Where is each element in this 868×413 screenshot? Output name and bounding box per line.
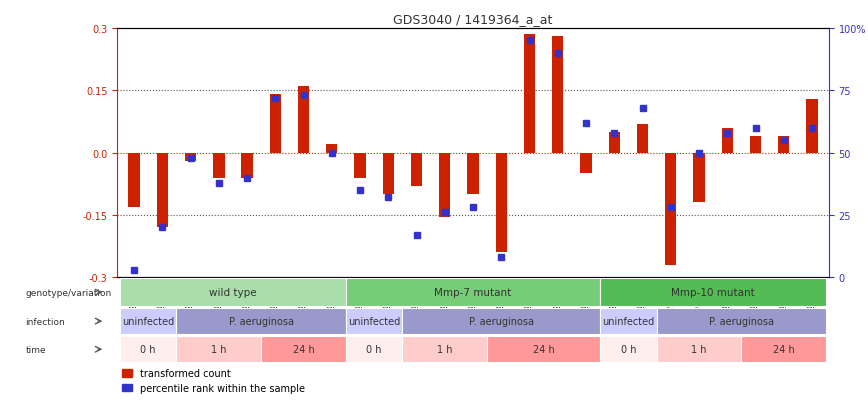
- Text: 1 h: 1 h: [437, 344, 452, 354]
- FancyBboxPatch shape: [261, 337, 346, 362]
- FancyBboxPatch shape: [346, 279, 600, 306]
- Bar: [778, 137, 789, 153]
- FancyBboxPatch shape: [403, 337, 487, 362]
- Bar: [608, 133, 620, 153]
- Text: Mmp-10 mutant: Mmp-10 mutant: [671, 287, 755, 297]
- Bar: [128, 153, 140, 207]
- FancyBboxPatch shape: [657, 337, 741, 362]
- FancyBboxPatch shape: [600, 279, 826, 306]
- Bar: [157, 153, 168, 228]
- FancyBboxPatch shape: [741, 337, 826, 362]
- FancyBboxPatch shape: [657, 309, 826, 334]
- FancyBboxPatch shape: [346, 309, 403, 334]
- Bar: [637, 124, 648, 153]
- Text: genotype/variation: genotype/variation: [25, 288, 112, 297]
- Text: Mmp-7 mutant: Mmp-7 mutant: [435, 287, 511, 297]
- Text: uninfected: uninfected: [348, 316, 400, 326]
- Bar: [270, 95, 281, 153]
- FancyBboxPatch shape: [120, 309, 176, 334]
- Bar: [552, 37, 563, 153]
- FancyBboxPatch shape: [176, 337, 261, 362]
- Bar: [750, 137, 761, 153]
- Bar: [467, 153, 479, 195]
- Bar: [326, 145, 338, 153]
- FancyBboxPatch shape: [120, 337, 176, 362]
- Bar: [665, 153, 676, 265]
- Text: uninfected: uninfected: [602, 316, 654, 326]
- Bar: [185, 153, 196, 161]
- Text: 0 h: 0 h: [141, 344, 156, 354]
- Text: time: time: [25, 345, 46, 354]
- Text: 24 h: 24 h: [293, 344, 314, 354]
- Text: 1 h: 1 h: [691, 344, 707, 354]
- Text: 1 h: 1 h: [211, 344, 227, 354]
- Text: 24 h: 24 h: [773, 344, 794, 354]
- Bar: [721, 128, 733, 153]
- Legend: transformed count, percentile rank within the sample: transformed count, percentile rank withi…: [122, 368, 305, 393]
- Bar: [496, 153, 507, 253]
- Text: 24 h: 24 h: [533, 344, 555, 354]
- Bar: [214, 153, 225, 178]
- Bar: [439, 153, 450, 218]
- Text: 0 h: 0 h: [366, 344, 382, 354]
- FancyBboxPatch shape: [120, 279, 346, 306]
- Bar: [298, 87, 309, 153]
- Text: infection: infection: [25, 317, 65, 326]
- FancyBboxPatch shape: [600, 309, 657, 334]
- Bar: [524, 35, 536, 153]
- Text: 0 h: 0 h: [621, 344, 636, 354]
- Bar: [411, 153, 422, 186]
- Bar: [383, 153, 394, 195]
- FancyBboxPatch shape: [487, 337, 600, 362]
- FancyBboxPatch shape: [176, 309, 346, 334]
- FancyBboxPatch shape: [600, 337, 657, 362]
- FancyBboxPatch shape: [346, 337, 403, 362]
- Text: P. aeruginosa: P. aeruginosa: [469, 316, 534, 326]
- Text: wild type: wild type: [209, 287, 257, 297]
- Bar: [694, 153, 705, 203]
- Bar: [354, 153, 365, 178]
- Text: P. aeruginosa: P. aeruginosa: [709, 316, 774, 326]
- Bar: [581, 153, 592, 174]
- Text: uninfected: uninfected: [122, 316, 174, 326]
- Bar: [806, 100, 818, 153]
- Title: GDS3040 / 1419364_a_at: GDS3040 / 1419364_a_at: [393, 13, 553, 26]
- FancyBboxPatch shape: [403, 309, 600, 334]
- Text: P. aeruginosa: P. aeruginosa: [229, 316, 293, 326]
- Bar: [241, 153, 253, 178]
